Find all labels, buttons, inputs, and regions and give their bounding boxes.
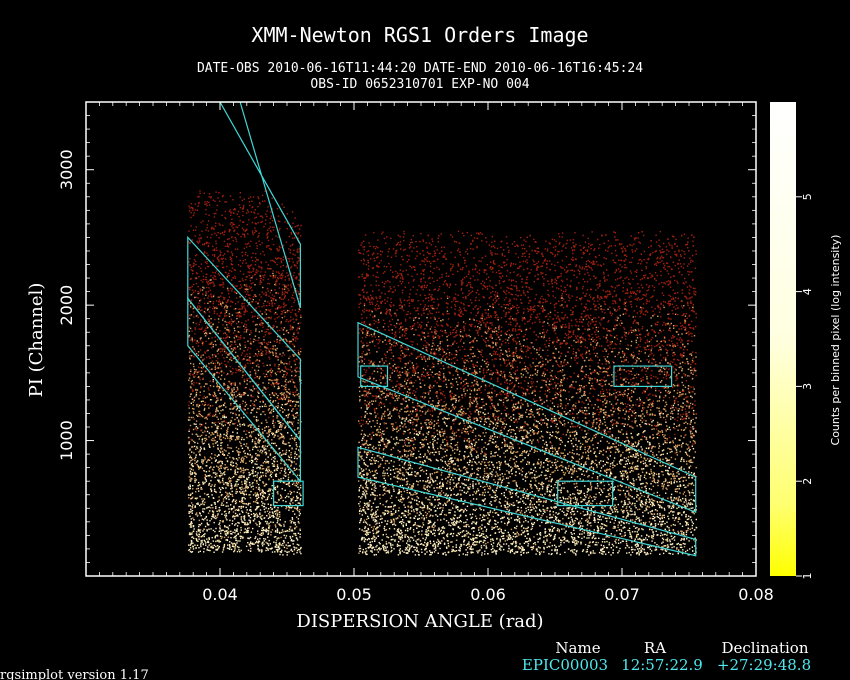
colorbar-tick-label: 5 [801, 193, 814, 200]
order-region [219, 102, 301, 309]
version-text: rgsimplot version 1.17 [0, 668, 149, 680]
y-tick-label: 2000 [57, 285, 76, 326]
source-header-ra: RA [644, 639, 666, 657]
order-region-right [357, 446, 697, 557]
source-box [273, 480, 304, 507]
colorbar-tick-label: 3 [801, 383, 814, 390]
x-tick-label: 0.04 [202, 585, 238, 604]
chart-title: XMM-Newton RGS1 Orders Image [251, 23, 588, 47]
order-region-right [357, 321, 697, 514]
source-dec: +27:29:48.8 [717, 656, 811, 674]
colorbar [770, 102, 796, 576]
colorbar-label: Counts per binned pixel (log intensity) [829, 235, 842, 446]
y-tick-label: 3000 [57, 149, 76, 190]
y-tick-label: 1000 [57, 420, 76, 461]
extraction-regions [187, 102, 697, 557]
x-axis-ticks: 0.04 0.05 0.06 0.07 0.08 [99, 102, 774, 604]
x-axis-label: DISPERSION ANGLE (rad) [296, 611, 543, 632]
y-axis-label: PI (Channel) [26, 283, 47, 398]
source-ra: 12:57:22.9 [621, 656, 703, 674]
colorbar-tick-label: 4 [801, 288, 814, 295]
source-table: Name RA Declination EPIC00003 12:57:22.9… [522, 639, 811, 674]
x-tick-label: 0.08 [738, 585, 774, 604]
chart-subtitle-obsid: OBS-ID 0652310701 EXP-NO 004 [310, 77, 529, 92]
x-tick-label: 0.07 [604, 585, 640, 604]
colorbar-ticks: 1 2 3 4 5 [796, 193, 814, 580]
source-box [613, 365, 673, 388]
source-name: EPIC00003 [522, 656, 608, 674]
source-header-name: Name [555, 639, 600, 657]
source-box [557, 480, 614, 507]
colorbar-tick-label: 2 [801, 478, 814, 485]
colorbar-tick-label: 1 [801, 573, 814, 580]
x-tick-label: 0.06 [470, 585, 506, 604]
chart-subtitle-dates: DATE-OBS 2010-06-16T11:44:20 DATE-END 20… [197, 61, 643, 76]
x-tick-label: 0.05 [336, 585, 372, 604]
source-box [360, 365, 389, 388]
y-axis-ticks: 1000 2000 3000 [57, 101, 756, 563]
source-header-dec: Declination [721, 639, 808, 657]
